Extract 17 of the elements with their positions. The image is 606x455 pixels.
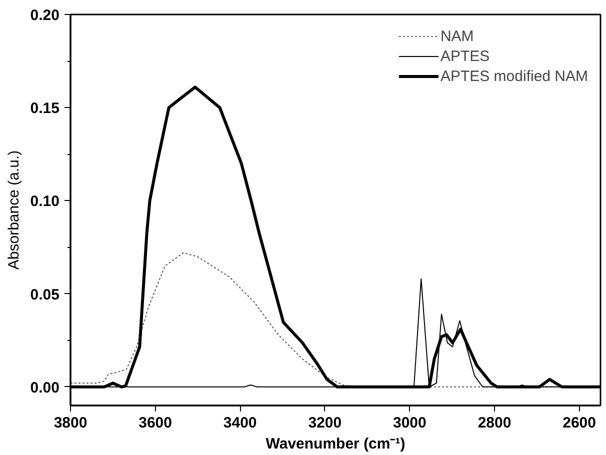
y-tick-label: 0.15 (30, 100, 60, 118)
x-tick-label: 2600 (562, 414, 596, 432)
legend-label: NAM (440, 28, 474, 44)
y-tick-label: 0.10 (30, 193, 60, 210)
x-tick-label: 3600 (138, 414, 172, 432)
x-tick-label: 2800 (478, 414, 512, 432)
y-tick-label: 0.05 (30, 286, 60, 304)
legend-label: APTES modified NAM (440, 68, 588, 84)
y-axis-title: Absorbance (a.u.) (5, 150, 22, 270)
y-tick-label: 0.00 (30, 379, 60, 396)
x-tick-label: 3400 (223, 414, 257, 432)
x-tick-label: 3200 (308, 414, 342, 432)
x-tick-label: 3800 (54, 414, 88, 432)
x-axis-title: Wavenumber (cm⁻¹) (266, 436, 406, 452)
x-tick-label: 3000 (393, 414, 426, 432)
y-tick-label: 0.20 (30, 7, 60, 24)
legend-label: APTES (440, 48, 490, 64)
